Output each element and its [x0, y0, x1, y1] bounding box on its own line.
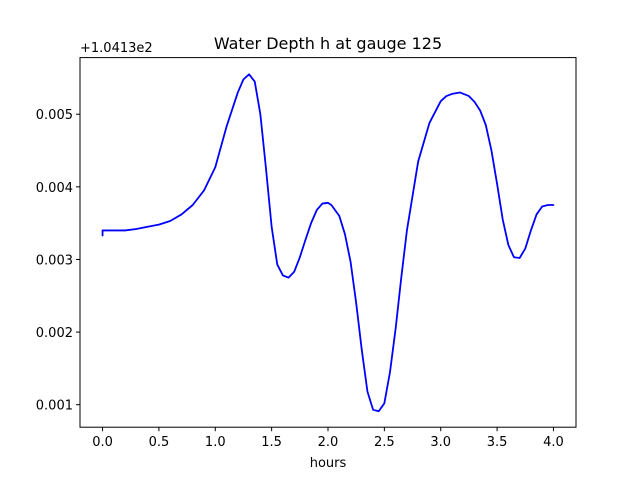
x-axis-label: hours — [310, 456, 347, 471]
x-tick-label: 1.0 — [205, 435, 226, 450]
x-axis: 0.0 0.5 1.0 1.5 2.0 2.5 3.0 3.5 4.0 — [92, 427, 564, 450]
x-tick-label: 1.5 — [261, 435, 282, 450]
x-tick-label: 2.0 — [318, 435, 339, 450]
x-tick-label: 0.5 — [149, 435, 170, 450]
y-tick-label: 0.005 — [36, 108, 73, 123]
y-tick-label: 0.004 — [36, 181, 73, 196]
x-tick-label: 3.5 — [487, 435, 508, 450]
chart-title: Water Depth h at gauge 125 — [214, 34, 442, 53]
y-axis: 0.001 0.002 0.003 0.004 0.005 — [36, 108, 80, 414]
series-line-0 — [101, 73, 555, 413]
y-tick-label: 0.003 — [36, 253, 73, 268]
plot-area — [101, 73, 555, 413]
x-tick-label: 3.0 — [430, 435, 451, 450]
y-tick-label: 0.002 — [36, 326, 73, 341]
y-axis-offset-text: +1.0413e2 — [80, 41, 153, 56]
x-tick-label: 0.0 — [92, 435, 113, 450]
y-tick-label: 0.001 — [36, 399, 73, 414]
x-tick-label: 2.5 — [374, 435, 395, 450]
x-tick-label: 4.0 — [543, 435, 564, 450]
